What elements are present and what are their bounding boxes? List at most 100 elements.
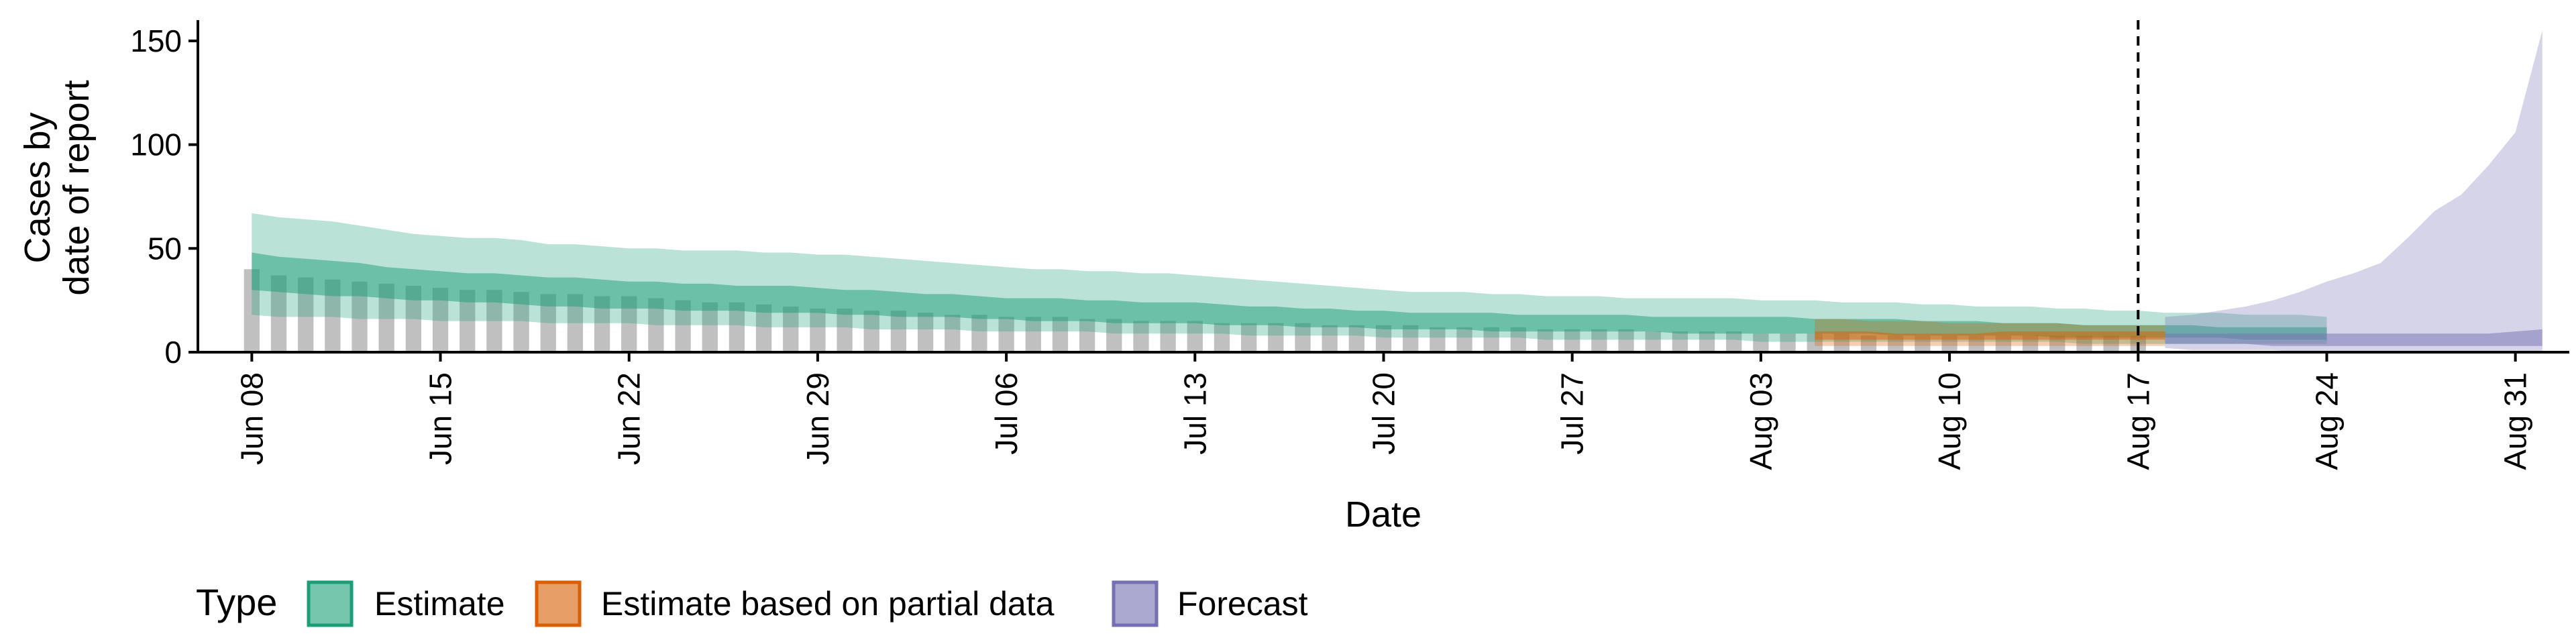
x-tick-label: Jun 15 [423, 372, 458, 465]
reported-cases-bar [378, 283, 394, 352]
reported-cases-bar [2049, 335, 2065, 352]
y-tick-label: 0 [164, 335, 182, 370]
reported-cases-bar [1052, 317, 1069, 352]
reported-cases-bar [648, 298, 664, 352]
reported-cases-bar [540, 294, 556, 352]
reported-cases-bar [1780, 333, 1796, 352]
reported-cases-bar [1268, 323, 1284, 352]
legend-key-partial [535, 580, 582, 627]
y-axis-label-line1: Cases by [17, 112, 58, 263]
x-tick-label: Aug 17 [2121, 372, 2155, 470]
reported-cases-bar [1672, 331, 1688, 352]
reported-cases-bar [729, 302, 745, 352]
x-axis-label: Date [1345, 494, 1421, 535]
reported-cases-bar [621, 296, 637, 352]
x-tick-label: Jun 29 [800, 372, 835, 465]
reported-cases-bar [2022, 335, 2039, 352]
x-tick-label: Aug 31 [2498, 372, 2533, 470]
reported-cases-bar [1025, 317, 1041, 352]
reported-cases-bar [1941, 335, 1957, 352]
legend-key-estimate [307, 580, 354, 627]
reported-cases-bar [432, 288, 449, 352]
reported-cases-bar [460, 290, 476, 352]
reported-cases-bar [890, 311, 907, 352]
reported-cases-bar [1322, 325, 1338, 352]
reported-cases-bar [1133, 321, 1149, 352]
legend-title: Type [196, 581, 277, 623]
reported-cases-bar [1618, 329, 1634, 352]
y-tick-label: 50 [148, 231, 182, 266]
reported-cases-bar [1214, 323, 1230, 352]
reported-cases-bar [1699, 331, 1715, 352]
reported-cases-bar [971, 315, 987, 352]
reported-cases-bar [405, 286, 422, 352]
reported-cases-bar [1187, 321, 1203, 352]
reported-cases-bar [594, 296, 610, 352]
x-tick-label: Jun 08 [234, 372, 269, 465]
reported-cases-bar [1968, 335, 1984, 352]
reported-cases-bar [1645, 331, 1661, 352]
legend-item-partial: Estimate based on partial data [535, 580, 1055, 627]
band-outer-forecast [2165, 30, 2542, 352]
reported-cases-bar [1160, 321, 1176, 352]
reported-cases-bar [675, 300, 691, 352]
reported-cases-bar [298, 277, 314, 352]
reported-cases-bar [1403, 325, 1419, 352]
reported-cases-bar [1564, 329, 1580, 352]
band-inner-estimate [252, 252, 2327, 340]
reported-cases-bar [945, 315, 961, 352]
reported-cases-bar [1915, 335, 1931, 352]
reported-cases-bar [863, 311, 879, 352]
legend-key-forecast [1112, 580, 1159, 627]
reported-cases-bar [1888, 335, 1904, 352]
band-inner-forecast [2165, 329, 2542, 346]
legend: Type Estimate Estimate based on partial … [196, 580, 1308, 627]
axes: 0 50 100 150 Jun 08 Jun 15 Jun 22 Jun 29 Jul 06 J… [130, 20, 2569, 470]
reported-cases-bar [1726, 331, 1742, 352]
reported-cases-bar [2076, 335, 2092, 352]
reported-cases-bar [1106, 319, 1122, 352]
reported-cases-bar [1295, 323, 1311, 352]
reported-cases-bar [352, 281, 368, 352]
reported-cases-bar [1483, 327, 1499, 352]
legend-item-estimate: Estimate [307, 580, 505, 627]
x-tick-label: Aug 24 [2309, 372, 2344, 470]
y-axis-label-line2: date of report [56, 80, 97, 295]
reported-cases-bar [2103, 335, 2119, 352]
reported-cases-bars [244, 269, 2146, 352]
reported-cases-bar [702, 302, 718, 352]
reported-cases-bar [1753, 333, 1769, 352]
reported-cases-bar [837, 309, 853, 352]
reported-cases-bar [1510, 327, 1527, 352]
x-tick-label: Jul 13 [1177, 372, 1212, 455]
y-tick-label: 150 [130, 23, 182, 58]
reported-cases-bar [270, 275, 287, 352]
reported-cases-bar [1860, 335, 1877, 352]
x-tick-label: Jun 22 [612, 372, 647, 465]
reported-cases-bar [1537, 329, 1554, 352]
x-tick-label: Jul 27 [1555, 372, 1590, 455]
x-tick-label: Aug 03 [1743, 372, 1778, 470]
reported-cases-bar [1240, 323, 1257, 352]
legend-label-partial: Estimate based on partial data [601, 585, 1055, 623]
x-tick-label: Aug 10 [1932, 372, 1967, 470]
reported-cases-bar [567, 294, 584, 352]
reported-cases-bar [1079, 319, 1095, 352]
reported-cases-bar [810, 309, 826, 352]
estimate-bands [252, 30, 2542, 352]
x-tick-label: Jul 06 [989, 372, 1024, 455]
legend-label-forecast: Forecast [1177, 585, 1308, 623]
reported-cases-bar [783, 306, 799, 352]
reported-cases-bar [1348, 325, 1364, 352]
reported-cases-bar [1430, 327, 1446, 352]
legend-label-estimate: Estimate [374, 585, 505, 623]
reported-cases-bar [917, 313, 934, 352]
reported-cases-bar [325, 279, 341, 352]
reported-cases-bar [1995, 335, 2012, 352]
x-tick-label: Jul 20 [1366, 372, 1401, 455]
reported-cases-bar [486, 290, 502, 352]
reported-cases-bar [1375, 325, 1392, 352]
reported-cases-bar [1591, 329, 1607, 352]
band-inner-estimate-based-on-partial-data [1815, 331, 2165, 340]
